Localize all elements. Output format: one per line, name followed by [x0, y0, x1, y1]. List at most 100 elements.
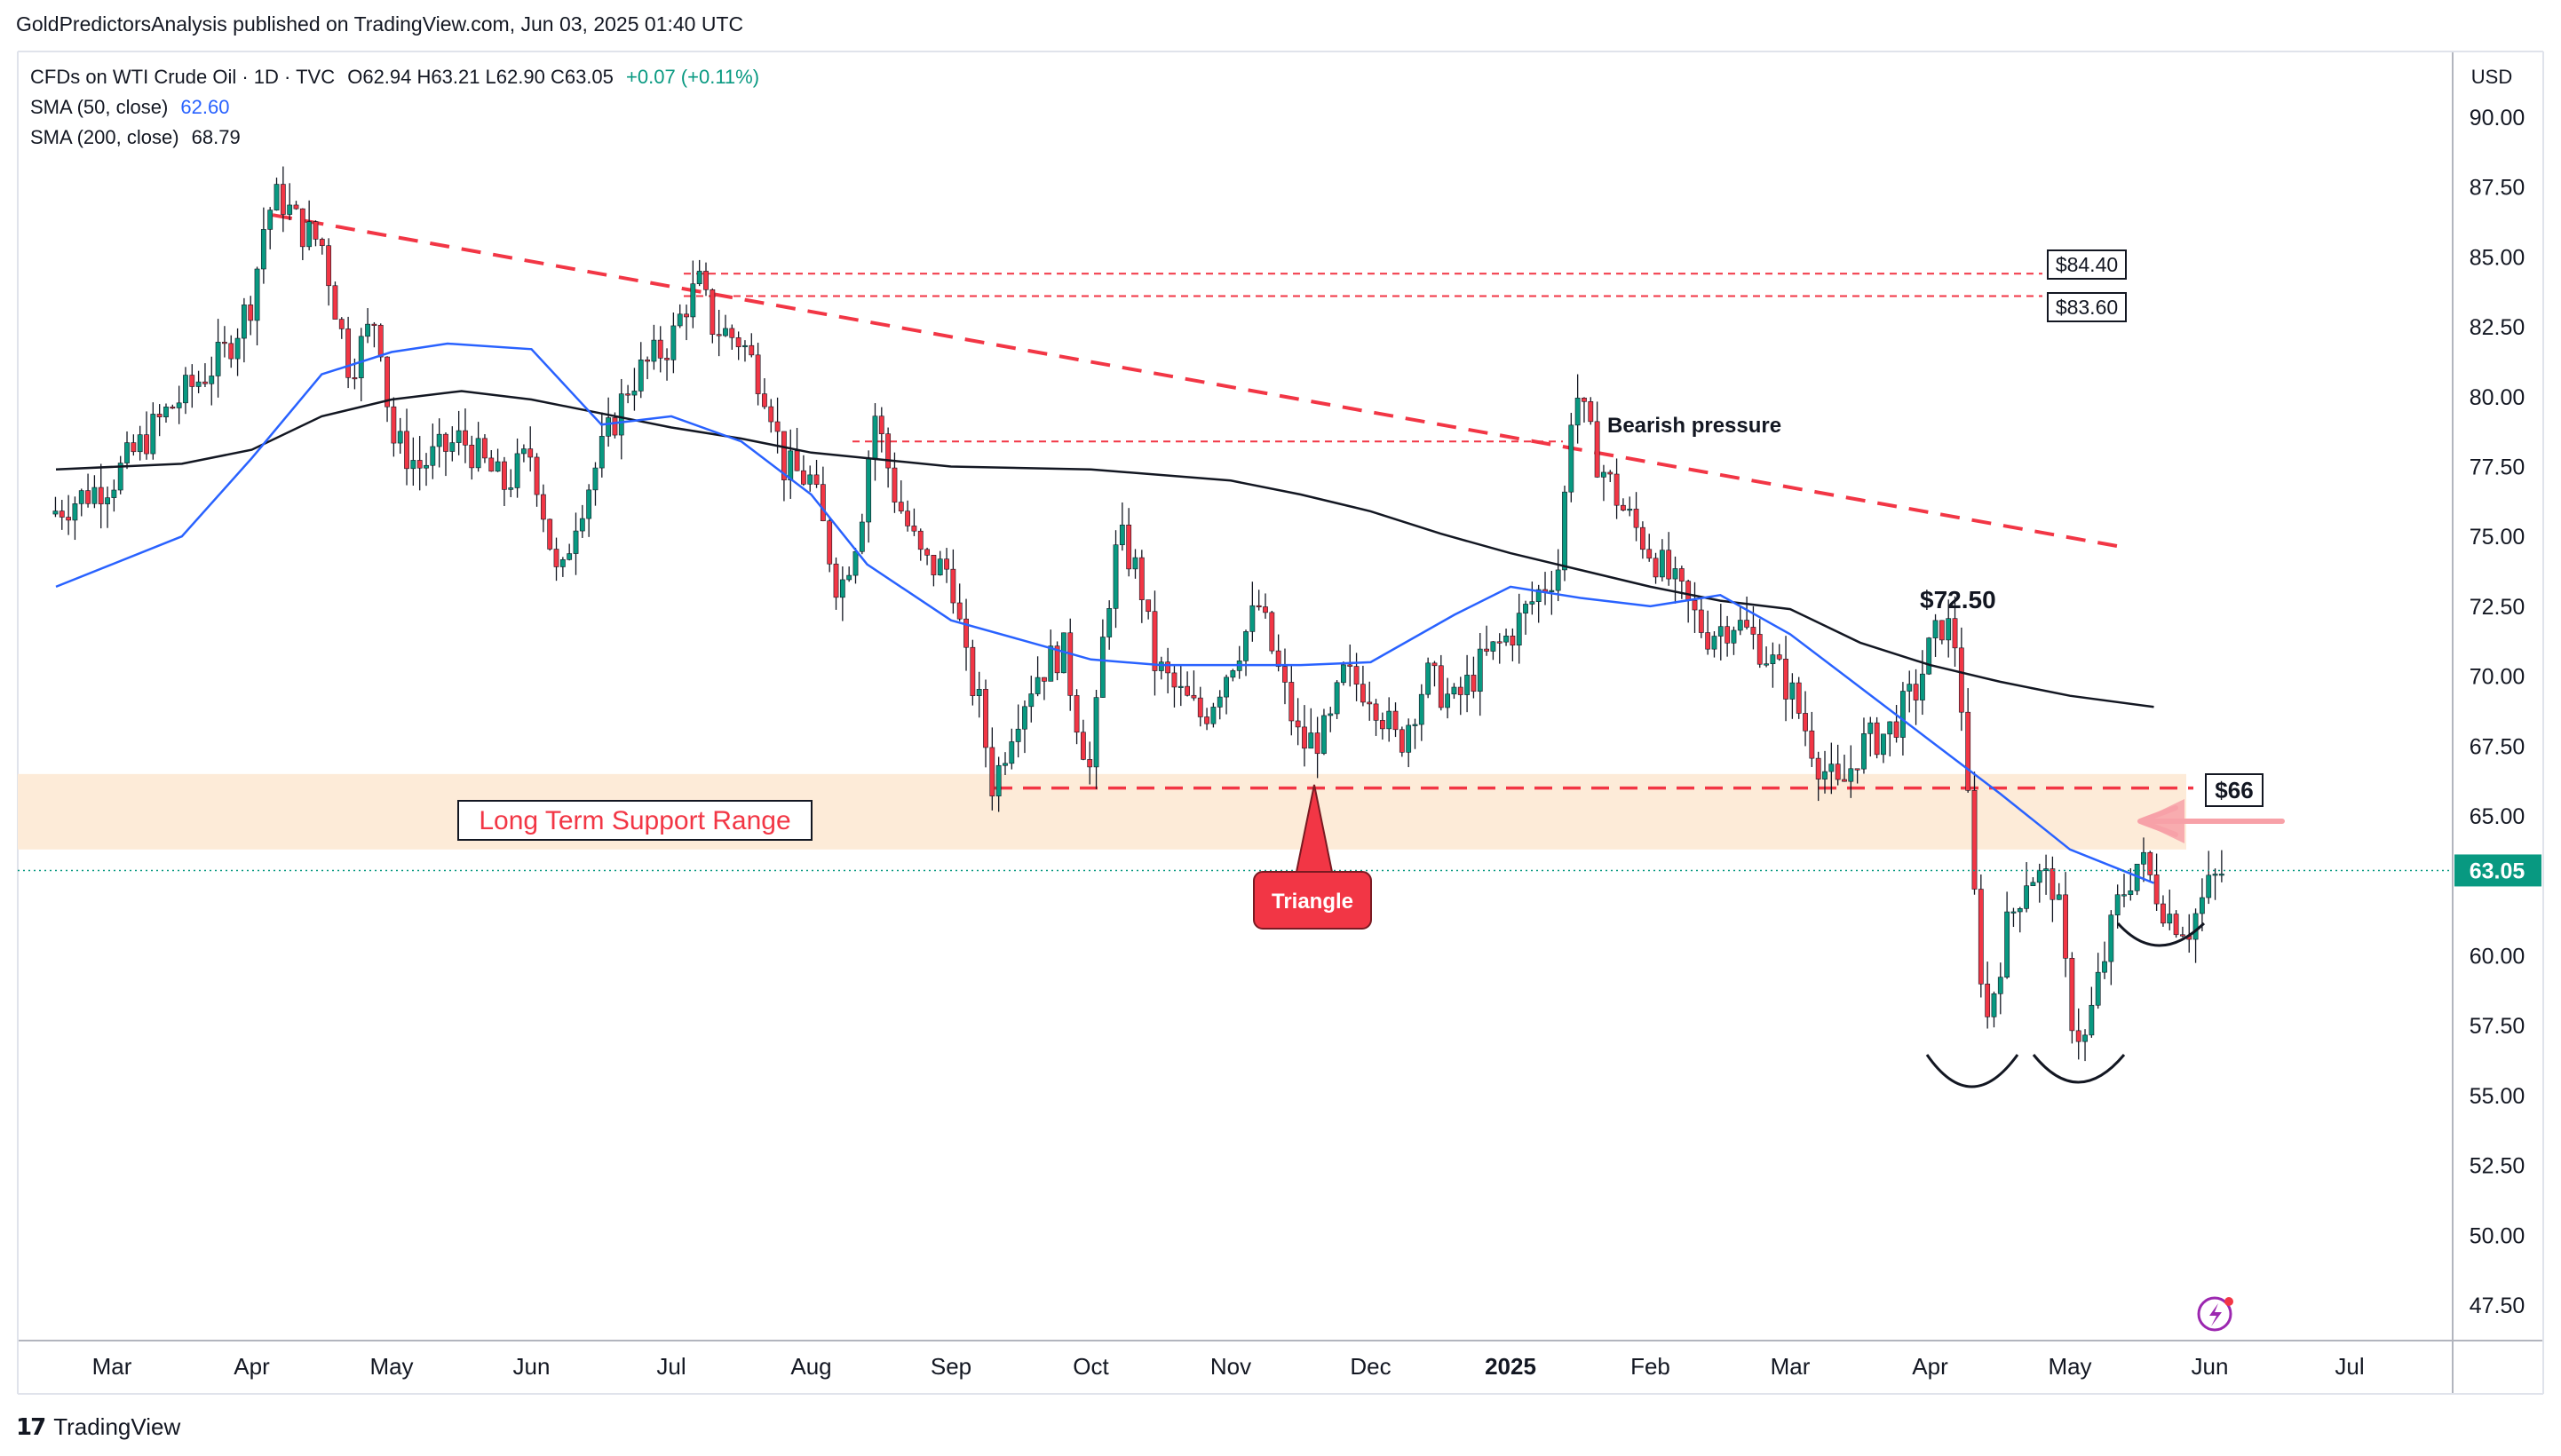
candle-body — [1080, 732, 1086, 760]
candle-body — [618, 393, 624, 436]
candle-body — [345, 328, 352, 378]
candle-body — [540, 494, 546, 520]
candle-body — [1438, 665, 1444, 708]
time-tick-label: Jul — [2335, 1353, 2364, 1380]
candle-body — [1418, 693, 1424, 725]
candle-body — [866, 457, 872, 523]
candle-body — [2128, 890, 2134, 895]
candle-body — [2043, 868, 2049, 871]
legend-sma200-value: 68.79 — [191, 126, 241, 148]
candle-body — [612, 417, 618, 436]
candle-body — [111, 489, 117, 498]
candle-body — [1165, 661, 1171, 674]
candle-body — [1815, 757, 1821, 779]
candle-body — [1621, 504, 1626, 510]
candle-body — [1042, 677, 1047, 682]
candle-body — [1978, 889, 1984, 985]
candle-body — [514, 453, 520, 488]
candle-body — [2010, 911, 2017, 914]
candle-body — [332, 285, 338, 320]
plot-area[interactable] — [18, 51, 2451, 1341]
candle-body — [1633, 509, 1639, 528]
candle-body — [424, 464, 429, 469]
candle-body — [2050, 868, 2056, 900]
candle-body — [1887, 721, 1893, 735]
candle-body — [989, 747, 995, 796]
candle-body — [280, 184, 286, 215]
price-tick-label: 57.50 — [2470, 1014, 2525, 1039]
price-tick-label: 55.00 — [2470, 1084, 2525, 1109]
candle-body — [1138, 557, 1145, 600]
candle-body — [2218, 874, 2224, 876]
candle-body — [1516, 613, 1522, 646]
candle-body — [1093, 697, 1099, 768]
candle-body — [1764, 663, 1769, 666]
candle-body — [788, 450, 794, 480]
candle-body — [1445, 693, 1451, 708]
candle-body — [124, 442, 130, 463]
candle-body — [690, 283, 696, 318]
candle-body — [228, 343, 234, 360]
candle-body — [1659, 550, 1665, 578]
candle-body — [1803, 713, 1808, 732]
double-bottom-right-arc — [2032, 1054, 2126, 1084]
legend-symbol-row[interactable]: CFDs on WTI Crude Oil · 1D · TVC O62.94 … — [30, 62, 759, 92]
candle-body — [1204, 716, 1209, 724]
time-tick-label: 2025 — [1485, 1353, 1536, 1380]
tradingview-brand: TradingView — [53, 1413, 181, 1440]
price-tick-label: 75.00 — [2470, 525, 2525, 550]
candle-body — [91, 487, 98, 504]
alert-bolt-icon[interactable] — [2197, 1296, 2232, 1332]
candle-body — [156, 414, 163, 417]
legend-sma200-row[interactable]: SMA (200, close) 68.79 — [30, 123, 759, 153]
time-tick-label: Feb — [1630, 1353, 1670, 1380]
legend-sma50-row[interactable]: SMA (50, close) 62.60 — [30, 92, 759, 123]
candle-body — [59, 510, 65, 518]
candle-body — [1210, 707, 1217, 724]
bearish-pressure-label: Bearish pressure — [1607, 414, 1781, 438]
candle-body — [1881, 733, 1886, 756]
legend-ohlc: O62.94 H63.21 L62.90 C63.05 — [347, 66, 614, 88]
candle-body — [1971, 790, 1978, 890]
time-axis-ticks[interactable]: Mar Apr May Jun Jul Aug Sep Oct Nov Dec 2025 Feb Mar… — [92, 1353, 2365, 1380]
candle-body — [534, 456, 540, 495]
candle-body — [183, 375, 188, 404]
candle-body — [677, 313, 683, 327]
candle-body — [1269, 612, 1275, 652]
sma200-line — [55, 390, 2154, 708]
candle-body — [1191, 694, 1197, 699]
candle-body — [1614, 473, 1620, 506]
time-tick-label: Dec — [1350, 1353, 1391, 1380]
bearish-trendline[interactable] — [272, 213, 2127, 550]
candle-body — [397, 431, 403, 444]
price-axis-ticks[interactable]: 90.00 87.50 85.00 82.50 80.00 77.50 75.00 72.50… — [2470, 106, 2525, 1318]
tradingview-logo[interactable]: 17 TradingView — [16, 1413, 180, 1441]
candle-body — [2024, 885, 2030, 909]
candle-body — [1607, 471, 1614, 475]
candle-body — [170, 407, 176, 409]
candle-body — [872, 415, 878, 459]
candle-body — [762, 393, 767, 408]
candle-body — [1835, 764, 1841, 780]
candle-body — [1848, 768, 1854, 782]
candle-body — [436, 433, 442, 447]
tradingview-mark-icon: 17 — [16, 1413, 46, 1441]
long-term-support-band — [18, 773, 2186, 850]
candle-body — [1457, 686, 1463, 695]
candle-body — [1893, 721, 1899, 738]
candle-body — [1503, 636, 1509, 643]
candle-body — [72, 503, 78, 521]
candle-body — [1711, 636, 1717, 650]
candle-body — [1789, 682, 1796, 700]
candle-body — [1288, 682, 1295, 722]
candle-body — [710, 289, 716, 335]
candle-body — [1594, 421, 1600, 478]
price-tick-label: 47.50 — [2470, 1294, 2525, 1318]
candle-body — [950, 568, 956, 604]
candle-body — [729, 328, 735, 338]
candle-body — [2199, 897, 2205, 914]
candle-body — [1471, 675, 1477, 692]
candle-body — [352, 377, 358, 380]
candle-body — [137, 434, 143, 453]
